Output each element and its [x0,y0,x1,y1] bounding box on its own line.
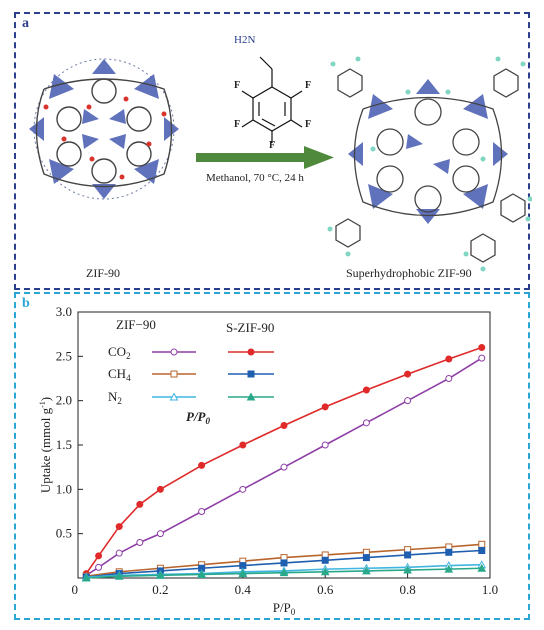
data-point [95,552,103,560]
data-point [445,355,453,363]
s-zif90-caption: Superhydrophobic ZIF-90 [346,266,472,280]
data-point [239,441,247,449]
data-point [197,569,206,578]
x-tick-label: 0.6 [317,582,334,597]
legend-title-zif90: ZIF−90 [116,317,156,332]
data-point [156,530,164,538]
legend-label-co2: CO2 [108,344,131,361]
data-point [81,573,91,582]
y-tick-label: 2.5 [56,348,72,363]
x-tick-label: 0.2 [152,582,168,597]
data-point [115,523,123,531]
panel-b-label: b [22,296,30,311]
s-zif90-structure-right [327,56,532,272]
data-point [445,548,453,556]
data-point [362,419,370,427]
data-point [136,500,144,508]
x-tick-label: 1.0 [482,582,498,597]
data-point [444,564,454,573]
data-point [239,485,247,493]
y-tick-label: 2.0 [56,393,72,408]
fluorine-label-4: F [305,119,312,130]
fluorine-label-1: F [234,80,241,91]
legend-title-s-zif90: S-ZIF-90 [226,320,274,335]
y-tick-label: 0.5 [56,526,72,541]
data-point [156,570,165,579]
zif-90-framework-image [29,56,532,272]
data-point [198,508,206,515]
legend-marker-zif90-co2 [170,348,178,356]
reaction-conditions: Methanol, 70 °C, 24 h [206,172,304,184]
data-point [238,569,248,578]
fluorine-label-2: F [305,80,312,91]
x-tick-label: 0.8 [399,582,415,597]
data-point [362,566,371,575]
data-point [362,386,370,394]
y-axis-label: Uptake (mmol g-1) [38,397,53,493]
reaction-arrow [196,146,334,169]
uptake-chart: 0 0.2 0.4 0.6 0.8 1.0 0.5 1.0 1.5 2.0 2.5 3.0 P/P0 Up… [38,304,498,617]
legend-marker-zif90-ch4 [170,370,178,378]
y-tick-label: 1.0 [56,481,72,496]
legend-marker-s-zif90-n2 [246,392,256,401]
y-tick-label: 1.5 [56,437,72,452]
fluorine-label-5: F [269,140,276,151]
data-point [478,343,486,351]
data-point [321,403,329,411]
panel-b-chart: b 0 0.2 0.4 0.6 0.8 1.0 0.5 1.0 1.5 2.0 2.5 3.0 P/P0… [14,292,530,620]
data-point [280,421,288,429]
data-point [478,540,486,548]
fluorine-label-3: F [234,119,241,130]
x-axis-label: P/P0 [273,600,296,617]
data-point [321,441,329,449]
x-tick-label: 0.4 [235,582,252,597]
zif90-structure-left [29,58,179,200]
data-point [279,568,289,577]
data-point [280,463,288,471]
data-point [280,559,288,567]
panel-a-label: a [22,16,29,31]
data-point [404,370,412,378]
data-point [321,556,329,564]
data-point [198,461,206,469]
data-point [114,571,124,580]
legend-label-ch4: CH4 [108,366,131,383]
legend-marker-zif90-n2 [169,392,179,401]
pentafluorobenzylamine-molecule [241,56,303,143]
zif90-caption: ZIF-90 [86,266,120,280]
data-point [478,354,486,362]
data-point [115,549,123,557]
data-point [445,375,453,382]
data-point [136,539,144,547]
y-tick-label: 3.0 [56,304,72,319]
data-point [403,565,412,574]
x-tick-label: 0 [72,582,79,597]
data-point [404,551,412,559]
data-point [156,485,164,493]
data-point [477,563,487,572]
legend-label-n2: N2 [108,389,122,406]
data-point [478,547,486,555]
data-point [320,567,330,576]
data-point [404,397,412,405]
amine-group-label: H2N [234,34,256,46]
plot-frame [77,311,491,579]
data-point [362,554,370,562]
panel-a-scheme: a [14,12,532,290]
legend-marker-s-zif90-ch4 [247,370,255,378]
legend-overlay-label: P/P0 [186,409,211,426]
legend-marker-s-zif90-co2 [247,348,255,356]
data-point [95,563,103,571]
